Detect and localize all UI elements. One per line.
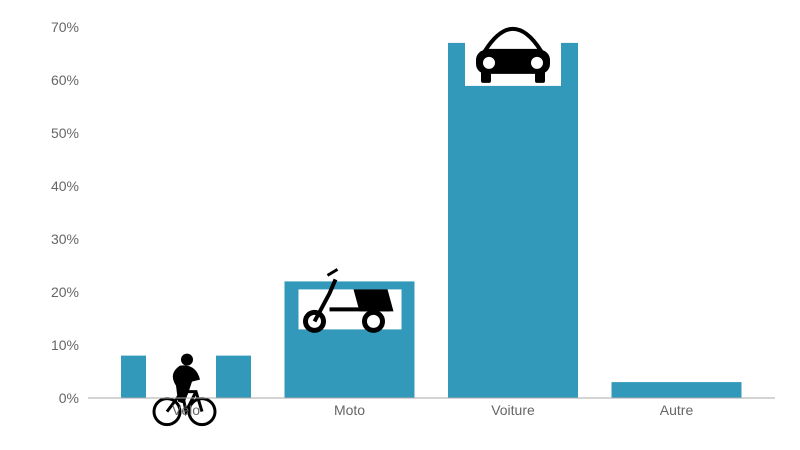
x-tick-label: Autre	[660, 402, 694, 418]
y-tick-label: 40%	[51, 178, 79, 194]
x-tick-label: Moto	[334, 402, 365, 418]
y-tick-label: 50%	[51, 125, 79, 141]
y-tick-label: 0%	[59, 390, 79, 406]
scooter-icon	[298, 268, 402, 333]
y-tick-label: 10%	[51, 337, 79, 353]
y-tick-label: 30%	[51, 231, 79, 247]
bar	[448, 42, 578, 399]
y-tick-label: 20%	[51, 284, 79, 300]
x-tick-label: Voiture	[491, 402, 535, 418]
x-tick-label: Vélo	[172, 402, 200, 418]
x-axis-labels: Vélo Moto Voiture Autre	[172, 402, 693, 418]
y-axis-ticks: 0% 10% 20% 30% 40% 50% 60% 70%	[51, 19, 79, 406]
y-tick-label: 70%	[51, 19, 79, 35]
icons-group	[146, 26, 561, 427]
car-icon	[465, 26, 561, 86]
bars-group	[121, 42, 742, 399]
bar	[611, 382, 742, 398]
y-tick-label: 60%	[51, 72, 79, 88]
